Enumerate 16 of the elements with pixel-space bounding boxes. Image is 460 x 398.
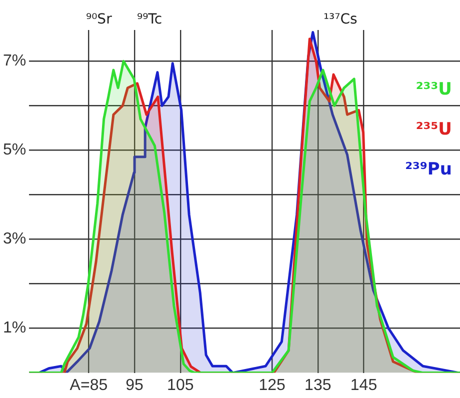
y-tick-label: 7% [3, 52, 26, 70]
text: ⁹⁰Sr [86, 12, 112, 28]
text: ²³³U [416, 79, 452, 100]
x-tick-label: 95 [126, 376, 144, 394]
text: ¹³⁷Cs [323, 12, 358, 28]
x-tick-label: A=85 [70, 376, 108, 394]
y-tick-label: 5% [3, 142, 26, 159]
text: ²³⁹Pu [405, 159, 452, 180]
x-tick-label: 105 [167, 376, 194, 394]
x-tick-label: 135 [304, 376, 332, 394]
x-tick-label: 125 [258, 376, 286, 394]
text: ²³⁵U [416, 119, 452, 140]
text: ⁹⁹Tc [136, 12, 162, 28]
y-tick-label: 3% [3, 230, 26, 248]
y-tick-label: 1% [3, 320, 26, 337]
x-tick-label: 145 [350, 376, 378, 394]
